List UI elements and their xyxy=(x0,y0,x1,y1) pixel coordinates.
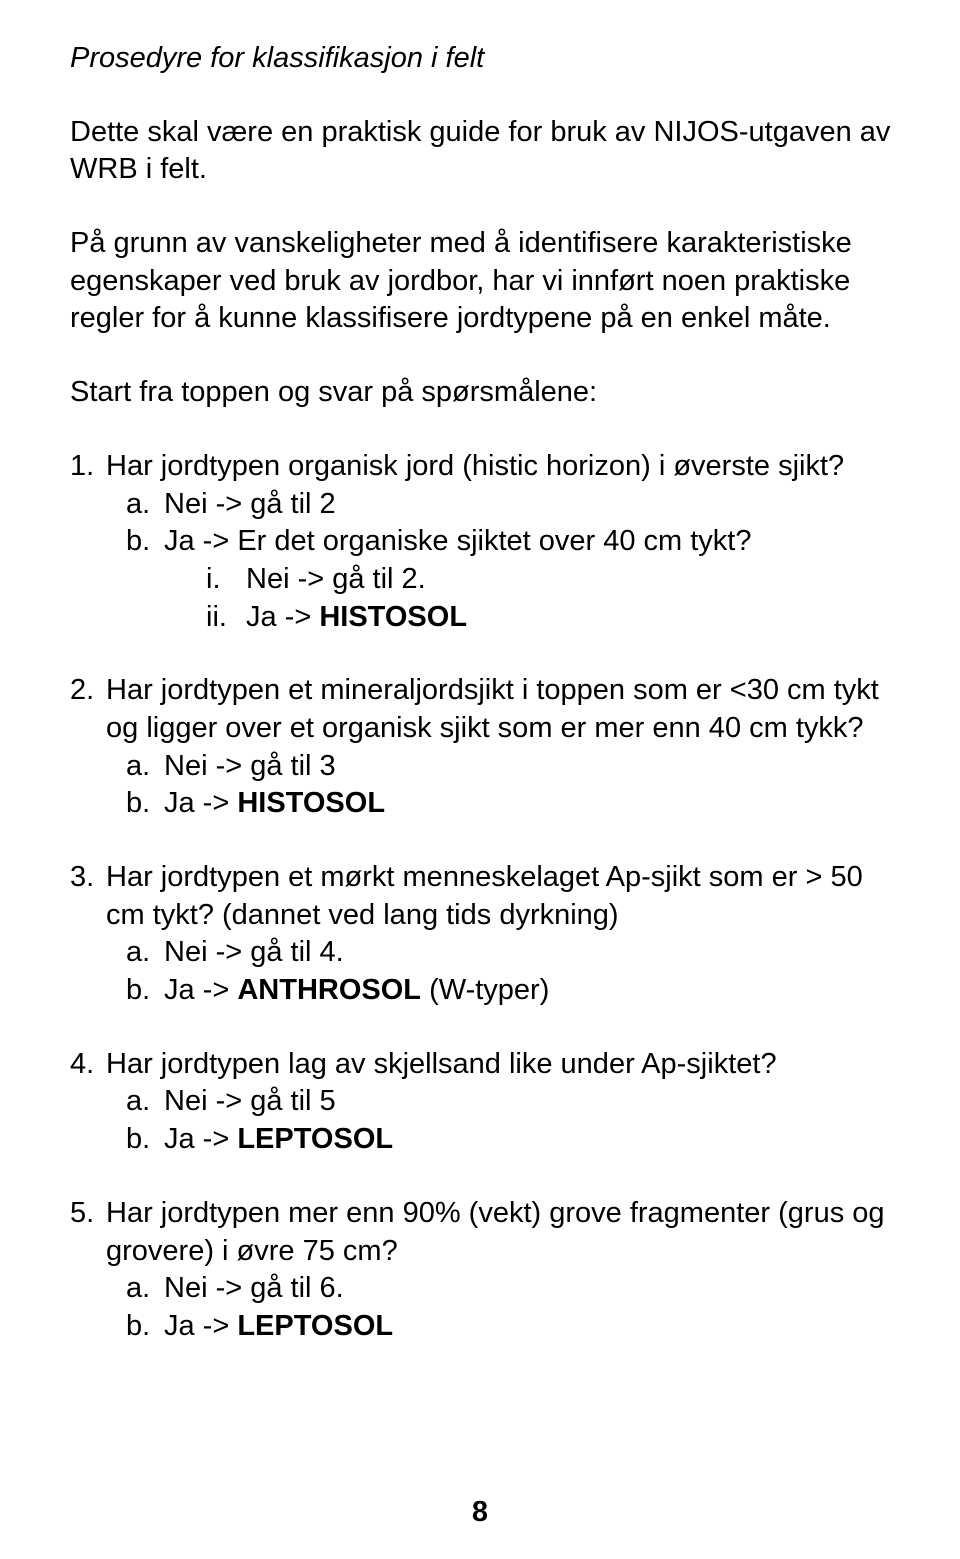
q3-b-post: (W-typer) xyxy=(421,974,549,1006)
q3-b-bold: ANTHROSOL xyxy=(237,974,421,1006)
q4-a-label: a. xyxy=(126,1083,164,1121)
q3-number: 3. xyxy=(70,859,106,934)
question-5: 5. Har jordtypen mer enn 90% (vekt) grov… xyxy=(70,1195,900,1346)
q2-b: b. Ja -> HISTOSOL xyxy=(126,785,385,823)
q1-b-ii-bold: HISTOSOL xyxy=(319,601,467,633)
q1-b-i: i. Nei -> gå til 2. xyxy=(206,561,426,599)
q1-b-ii-pre: Ja -> xyxy=(246,601,319,633)
q1-a-text: Nei -> gå til 2 xyxy=(164,486,336,524)
q5-a: a. Nei -> gå til 6. xyxy=(126,1270,344,1308)
page-title: Prosedyre for klassifikasjon i felt xyxy=(70,40,900,78)
q3-b: b. Ja -> ANTHROSOL (W-typer) xyxy=(126,972,549,1010)
q5-b: b. Ja -> LEPTOSOL xyxy=(126,1308,393,1346)
q1-b-i-text: Nei -> gå til 2. xyxy=(246,561,426,599)
intro-paragraph-1: Dette skal være en praktisk guide for br… xyxy=(70,114,900,189)
q1-b-ii-label: ii. xyxy=(206,599,246,637)
q2-number: 2. xyxy=(70,672,106,747)
q4-b-pre: Ja -> xyxy=(164,1123,237,1155)
q1-number: 1. xyxy=(70,448,106,486)
question-4: 4. Har jordtypen lag av skjellsand like … xyxy=(70,1046,900,1159)
q2-a-text: Nei -> gå til 3 xyxy=(164,748,336,786)
q3-b-label: b. xyxy=(126,972,164,1010)
q1-a: a. Nei -> gå til 2 xyxy=(126,486,336,524)
q4-text: Har jordtypen lag av skjellsand like und… xyxy=(106,1046,777,1084)
q1-b-i-label: i. xyxy=(206,561,246,599)
q2-a: a. Nei -> gå til 3 xyxy=(126,748,336,786)
q1-a-label: a. xyxy=(126,486,164,524)
q5-a-label: a. xyxy=(126,1270,164,1308)
intro-paragraph-2: På grunn av vanskeligheter med å identif… xyxy=(70,225,900,338)
q4-a-text: Nei -> gå til 5 xyxy=(164,1083,336,1121)
q1-b-label: b. xyxy=(126,523,164,636)
q5-b-bold: LEPTOSOL xyxy=(237,1310,393,1342)
q4-b-label: b. xyxy=(126,1121,164,1159)
q1-b-ii: ii. Ja -> HISTOSOL xyxy=(206,599,467,637)
q2-b-pre: Ja -> xyxy=(164,787,237,819)
page-number: 8 xyxy=(0,1496,960,1529)
q4-b-bold: LEPTOSOL xyxy=(237,1123,393,1155)
q3-b-pre: Ja -> xyxy=(164,974,237,1006)
q5-b-label: b. xyxy=(126,1308,164,1346)
q5-b-pre: Ja -> xyxy=(164,1310,237,1342)
q3-text: Har jordtypen et mørkt menneskelaget Ap-… xyxy=(106,859,900,934)
q1-text: Har jordtypen organisk jord (histic hori… xyxy=(106,448,844,486)
q1-b: b. Ja -> Er det organiske sjiktet over 4… xyxy=(126,523,752,636)
q4-number: 4. xyxy=(70,1046,106,1084)
q4-a: a. Nei -> gå til 5 xyxy=(126,1083,336,1121)
q3-a-text: Nei -> gå til 4. xyxy=(164,934,344,972)
document-page: Prosedyre for klassifikasjon i felt Dett… xyxy=(0,0,960,1559)
q5-text: Har jordtypen mer enn 90% (vekt) grove f… xyxy=(106,1195,900,1270)
question-3: 3. Har jordtypen et mørkt menneskelaget … xyxy=(70,859,900,1010)
intro-paragraph-3: Start fra toppen og svar på spørsmålene: xyxy=(70,374,900,412)
q2-text: Har jordtypen et mineraljordsjikt i topp… xyxy=(106,672,900,747)
q3-a: a. Nei -> gå til 4. xyxy=(126,934,344,972)
q1-b-text: Ja -> Er det organiske sjiktet over 40 c… xyxy=(164,523,752,561)
question-1: 1. Har jordtypen organisk jord (histic h… xyxy=(70,448,900,636)
q5-a-text: Nei -> gå til 6. xyxy=(164,1270,344,1308)
q4-b: b. Ja -> LEPTOSOL xyxy=(126,1121,393,1159)
q5-number: 5. xyxy=(70,1195,106,1270)
q3-a-label: a. xyxy=(126,934,164,972)
q2-a-label: a. xyxy=(126,748,164,786)
q2-b-label: b. xyxy=(126,785,164,823)
q2-b-bold: HISTOSOL xyxy=(237,787,385,819)
question-2: 2. Har jordtypen et mineraljordsjikt i t… xyxy=(70,672,900,823)
